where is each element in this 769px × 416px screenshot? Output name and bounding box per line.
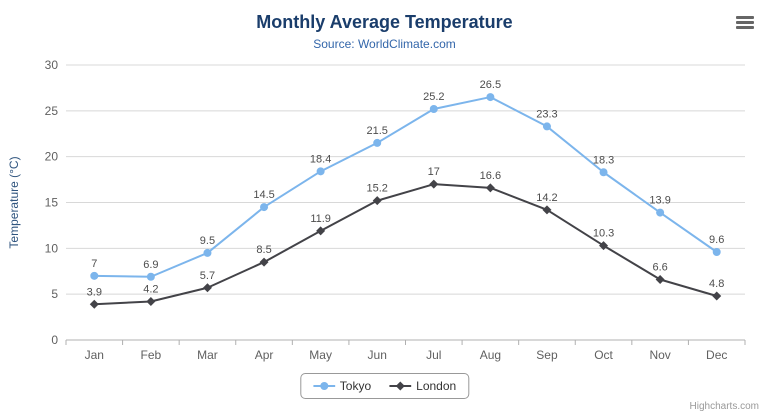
legend-item-tokyo[interactable]: Tokyo (312, 379, 372, 393)
x-axis-tick-label: Jun (368, 348, 387, 362)
x-axis-tick-label: Dec (706, 348, 727, 362)
data-label: 9.6 (709, 234, 724, 246)
x-axis-tick-label: Oct (594, 348, 613, 362)
x-axis-tick-label: Mar (197, 348, 218, 362)
legend: Tokyo London (299, 373, 470, 399)
data-label: 18.4 (310, 153, 331, 165)
y-axis-tick-label: 10 (45, 241, 59, 255)
legend-label: Tokyo (339, 379, 372, 393)
y-axis-tick-label: 15 (45, 196, 59, 210)
data-label: 4.8 (709, 278, 724, 290)
point-marker-tokyo[interactable] (599, 168, 608, 177)
data-label: 9.5 (200, 235, 215, 247)
data-label: 18.3 (593, 154, 614, 166)
point-marker-tokyo[interactable] (656, 208, 665, 217)
data-label: 10.3 (593, 228, 614, 240)
point-marker-tokyo[interactable] (373, 138, 382, 147)
data-label: 6.6 (652, 262, 667, 274)
point-marker-london[interactable] (316, 226, 326, 236)
y-axis-title: Temperature (°C) (7, 156, 21, 248)
x-axis-tick-label: Feb (141, 348, 162, 362)
point-marker-tokyo[interactable] (260, 203, 269, 212)
point-marker-tokyo[interactable] (429, 105, 438, 113)
y-axis-tick-label: 30 (45, 58, 59, 72)
credits-link[interactable]: Highcharts.com (689, 401, 759, 412)
point-marker-tokyo[interactable] (90, 271, 99, 280)
data-label: 13.9 (649, 195, 670, 207)
point-marker-tokyo[interactable] (542, 122, 551, 131)
data-label: 4.2 (143, 284, 158, 296)
hamburger-bar (736, 16, 754, 19)
hamburger-menu-icon[interactable] (733, 12, 757, 32)
y-axis-tick-label: 0 (51, 333, 58, 347)
y-axis-tick-label: 5 (51, 287, 58, 301)
point-marker-tokyo[interactable] (712, 248, 721, 256)
x-axis-tick-label: Sep (536, 348, 558, 362)
hamburger-bar (736, 26, 754, 29)
data-label: 11.9 (310, 213, 331, 225)
data-label: 14.5 (253, 189, 274, 201)
x-axis-tick-label: May (309, 348, 332, 362)
x-axis-tick-label: Nov (649, 348, 670, 362)
data-label: 8.5 (256, 244, 271, 256)
legend-marker-diamond (389, 381, 412, 391)
point-marker-london[interactable] (712, 291, 722, 301)
point-marker-london[interactable] (89, 299, 99, 309)
hamburger-bar (736, 21, 754, 24)
data-label: 26.5 (480, 79, 501, 91)
chart-title: Monthly Average Temperature (256, 12, 513, 32)
point-marker-tokyo[interactable] (146, 272, 155, 281)
data-label: 21.5 (366, 125, 387, 137)
data-label: 14.2 (536, 192, 557, 204)
point-marker-london[interactable] (146, 297, 156, 306)
point-marker-tokyo[interactable] (203, 248, 212, 257)
x-axis-tick-label: Aug (480, 348, 501, 362)
point-marker-london[interactable] (429, 179, 439, 189)
data-label: 15.2 (366, 183, 387, 195)
data-label: 5.7 (200, 270, 215, 282)
y-axis-tick-label: 25 (45, 104, 59, 118)
point-marker-london[interactable] (202, 283, 212, 293)
y-axis-tick-label: 20 (45, 150, 59, 164)
data-label: 3.9 (87, 286, 102, 298)
data-label: 16.6 (480, 170, 501, 182)
point-marker-london[interactable] (259, 257, 269, 267)
x-axis-tick-label: Jul (426, 348, 441, 362)
data-label: 7 (91, 258, 97, 270)
chart-subtitle: Source: WorldClimate.com (313, 37, 456, 51)
data-label: 17 (428, 166, 440, 178)
legend-item-london[interactable]: London (389, 379, 456, 393)
x-axis-tick-label: Jan (85, 348, 104, 362)
point-marker-london[interactable] (599, 241, 609, 251)
x-axis-tick-label: Apr (255, 348, 274, 362)
point-marker-london[interactable] (542, 205, 552, 215)
point-marker-tokyo[interactable] (486, 93, 495, 102)
series-line-london[interactable] (94, 183, 717, 306)
data-label: 25.2 (423, 91, 444, 103)
point-marker-london[interactable] (372, 196, 382, 206)
point-marker-tokyo[interactable] (316, 167, 325, 176)
legend-label: London (416, 379, 457, 393)
point-marker-london[interactable] (485, 183, 495, 193)
legend-marker-circle (312, 382, 335, 390)
data-label: 6.9 (143, 259, 158, 271)
series-line-tokyo[interactable] (94, 96, 718, 278)
point-marker-london[interactable] (655, 275, 665, 284)
data-label: 23.3 (536, 108, 557, 120)
